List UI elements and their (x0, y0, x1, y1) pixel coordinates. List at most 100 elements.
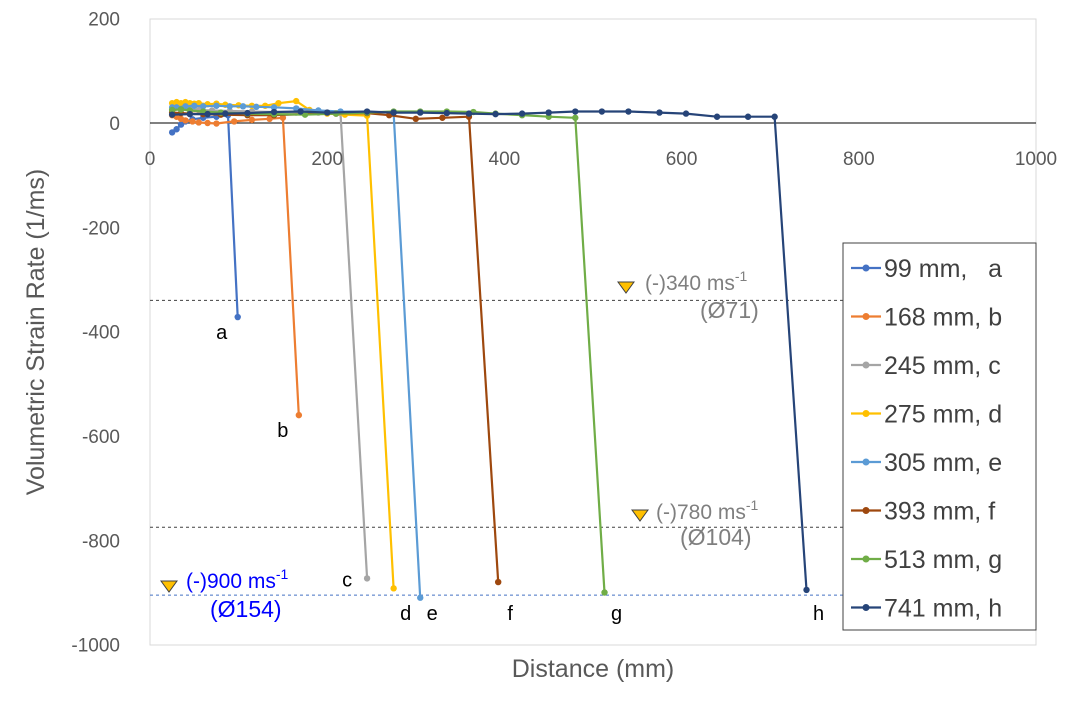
legend-item-a: 99 mm, a (851, 255, 1002, 283)
annotation-a340: (-)340 ms-1(Ø71) (617, 268, 759, 323)
data-point-d (390, 585, 397, 592)
data-point-b (266, 115, 273, 123)
data-point-g (168, 106, 176, 114)
data-point-e (253, 103, 260, 111)
series-label-g: g (611, 603, 622, 625)
x-tick-label: 600 (666, 149, 698, 170)
legend-label: 99 mm, a (884, 255, 1002, 283)
y-tick-label: -800 (82, 531, 120, 552)
legend-swatch-marker (862, 555, 870, 563)
legend-label: 245 mm, c (884, 352, 1001, 380)
data-point-h (803, 586, 810, 594)
data-point-e (417, 594, 424, 601)
annotation-diameter: (Ø71) (700, 297, 759, 323)
x-tick-label: 1000 (1015, 149, 1057, 170)
data-point-h (713, 113, 721, 120)
data-point-b (230, 118, 238, 125)
series-label-c: c (342, 569, 352, 591)
data-point-h (443, 109, 451, 117)
data-point-f (412, 115, 419, 123)
legend-swatch-marker (862, 604, 870, 611)
x-tick-label: 800 (843, 149, 875, 170)
annotation-diameter: (Ø154) (210, 596, 282, 622)
triangle-marker-icon (631, 509, 649, 522)
data-point-f (439, 114, 446, 121)
data-point-h (204, 110, 211, 118)
legend-item-f: 393 mm, f (851, 498, 995, 526)
legend-label: 305 mm, e (884, 449, 1002, 477)
legend-swatch-marker (862, 507, 870, 514)
data-point-h (771, 113, 778, 120)
data-point-e (191, 102, 198, 109)
series-end-labels: a b c d e f g h (216, 322, 824, 625)
series-label-h: h (813, 603, 824, 625)
y-axis-title: Volumetric Strain Rate (1/ms) (22, 169, 50, 496)
data-point-e (226, 103, 233, 110)
x-tick-label: 400 (489, 149, 521, 170)
data-point-e (270, 104, 278, 111)
series-label-e: e (427, 603, 438, 625)
x-axis-title: Distance (mm) (512, 655, 675, 683)
legend-item-b: 168 mm, b (851, 304, 1002, 332)
data-point-g (177, 106, 185, 113)
series-label-b: b (277, 420, 288, 442)
data-point-e (199, 103, 207, 110)
data-point-b (213, 120, 220, 127)
data-point-h (572, 108, 579, 115)
legend-swatch-marker (862, 458, 870, 466)
data-point-h (297, 108, 304, 115)
legend-swatch-marker (862, 410, 870, 417)
legend: 99 mm, a 168 mm, b 245 mm, c 275 mm, d 305 m… (842, 242, 1037, 631)
triangle-marker-icon (617, 281, 635, 294)
data-point-h (518, 110, 526, 117)
y-tick-label: -600 (82, 427, 120, 448)
legend-label: 513 mm, g (884, 546, 1002, 574)
y-tick-label: -1000 (71, 636, 120, 657)
legend-label: 275 mm, d (884, 401, 1002, 429)
data-point-a (177, 121, 185, 128)
data-point-h (598, 108, 606, 115)
data-point-e (292, 105, 300, 112)
data-point-h (417, 109, 424, 116)
data-point-d (292, 97, 300, 105)
data-point-c (363, 575, 371, 582)
annotation-rate: (-)900 ms-1 (186, 566, 289, 593)
data-point-h (363, 108, 371, 115)
series-label-d: d (400, 603, 411, 625)
data-point-h (656, 109, 663, 116)
data-point-e (182, 103, 189, 110)
data-point-g (601, 589, 608, 596)
series-h (168, 108, 810, 594)
data-point-h (244, 109, 251, 117)
x-tick-label: 0 (145, 149, 156, 170)
data-point-h (186, 110, 194, 118)
annotation-a780: (-)780 ms-1(Ø104) (631, 497, 759, 550)
data-point-e (239, 103, 247, 110)
data-point-h (545, 109, 552, 116)
data-point-e (213, 102, 220, 109)
annotation-texts: (-)340 ms-1(Ø71) (-)780 ms-1(Ø104) (-)900 … (160, 268, 759, 622)
data-point-b (248, 116, 256, 124)
data-point-g (301, 111, 309, 118)
annotation-diameter: (Ø104) (680, 524, 752, 550)
data-point-f (494, 578, 502, 586)
data-point-h (390, 109, 397, 116)
data-point-b (279, 114, 287, 121)
data-point-b (195, 119, 202, 126)
tick-labels: 0 200 400 600 800 1000 200 0 -200 -400 -600 -800 -10… (71, 10, 1057, 657)
legend-item-h: 741 mm, h (851, 595, 1002, 623)
data-point-g (572, 114, 579, 121)
legend-label: 168 mm, b (884, 304, 1002, 332)
data-point-h (465, 110, 473, 117)
y-tick-label: 200 (88, 10, 120, 31)
legend-label: 741 mm, h (884, 595, 1002, 623)
data-point-b (182, 117, 189, 124)
annotation-rate: (-)780 ms-1 (656, 497, 759, 524)
legend-swatch-marker (862, 313, 870, 320)
legend-box (842, 242, 1037, 631)
data-point-h (682, 110, 690, 117)
data-point-h (492, 110, 499, 118)
annotation-unit-exponent: -1 (276, 566, 289, 582)
y-tick-label: -400 (82, 323, 120, 344)
legend-swatch-marker (862, 361, 870, 369)
